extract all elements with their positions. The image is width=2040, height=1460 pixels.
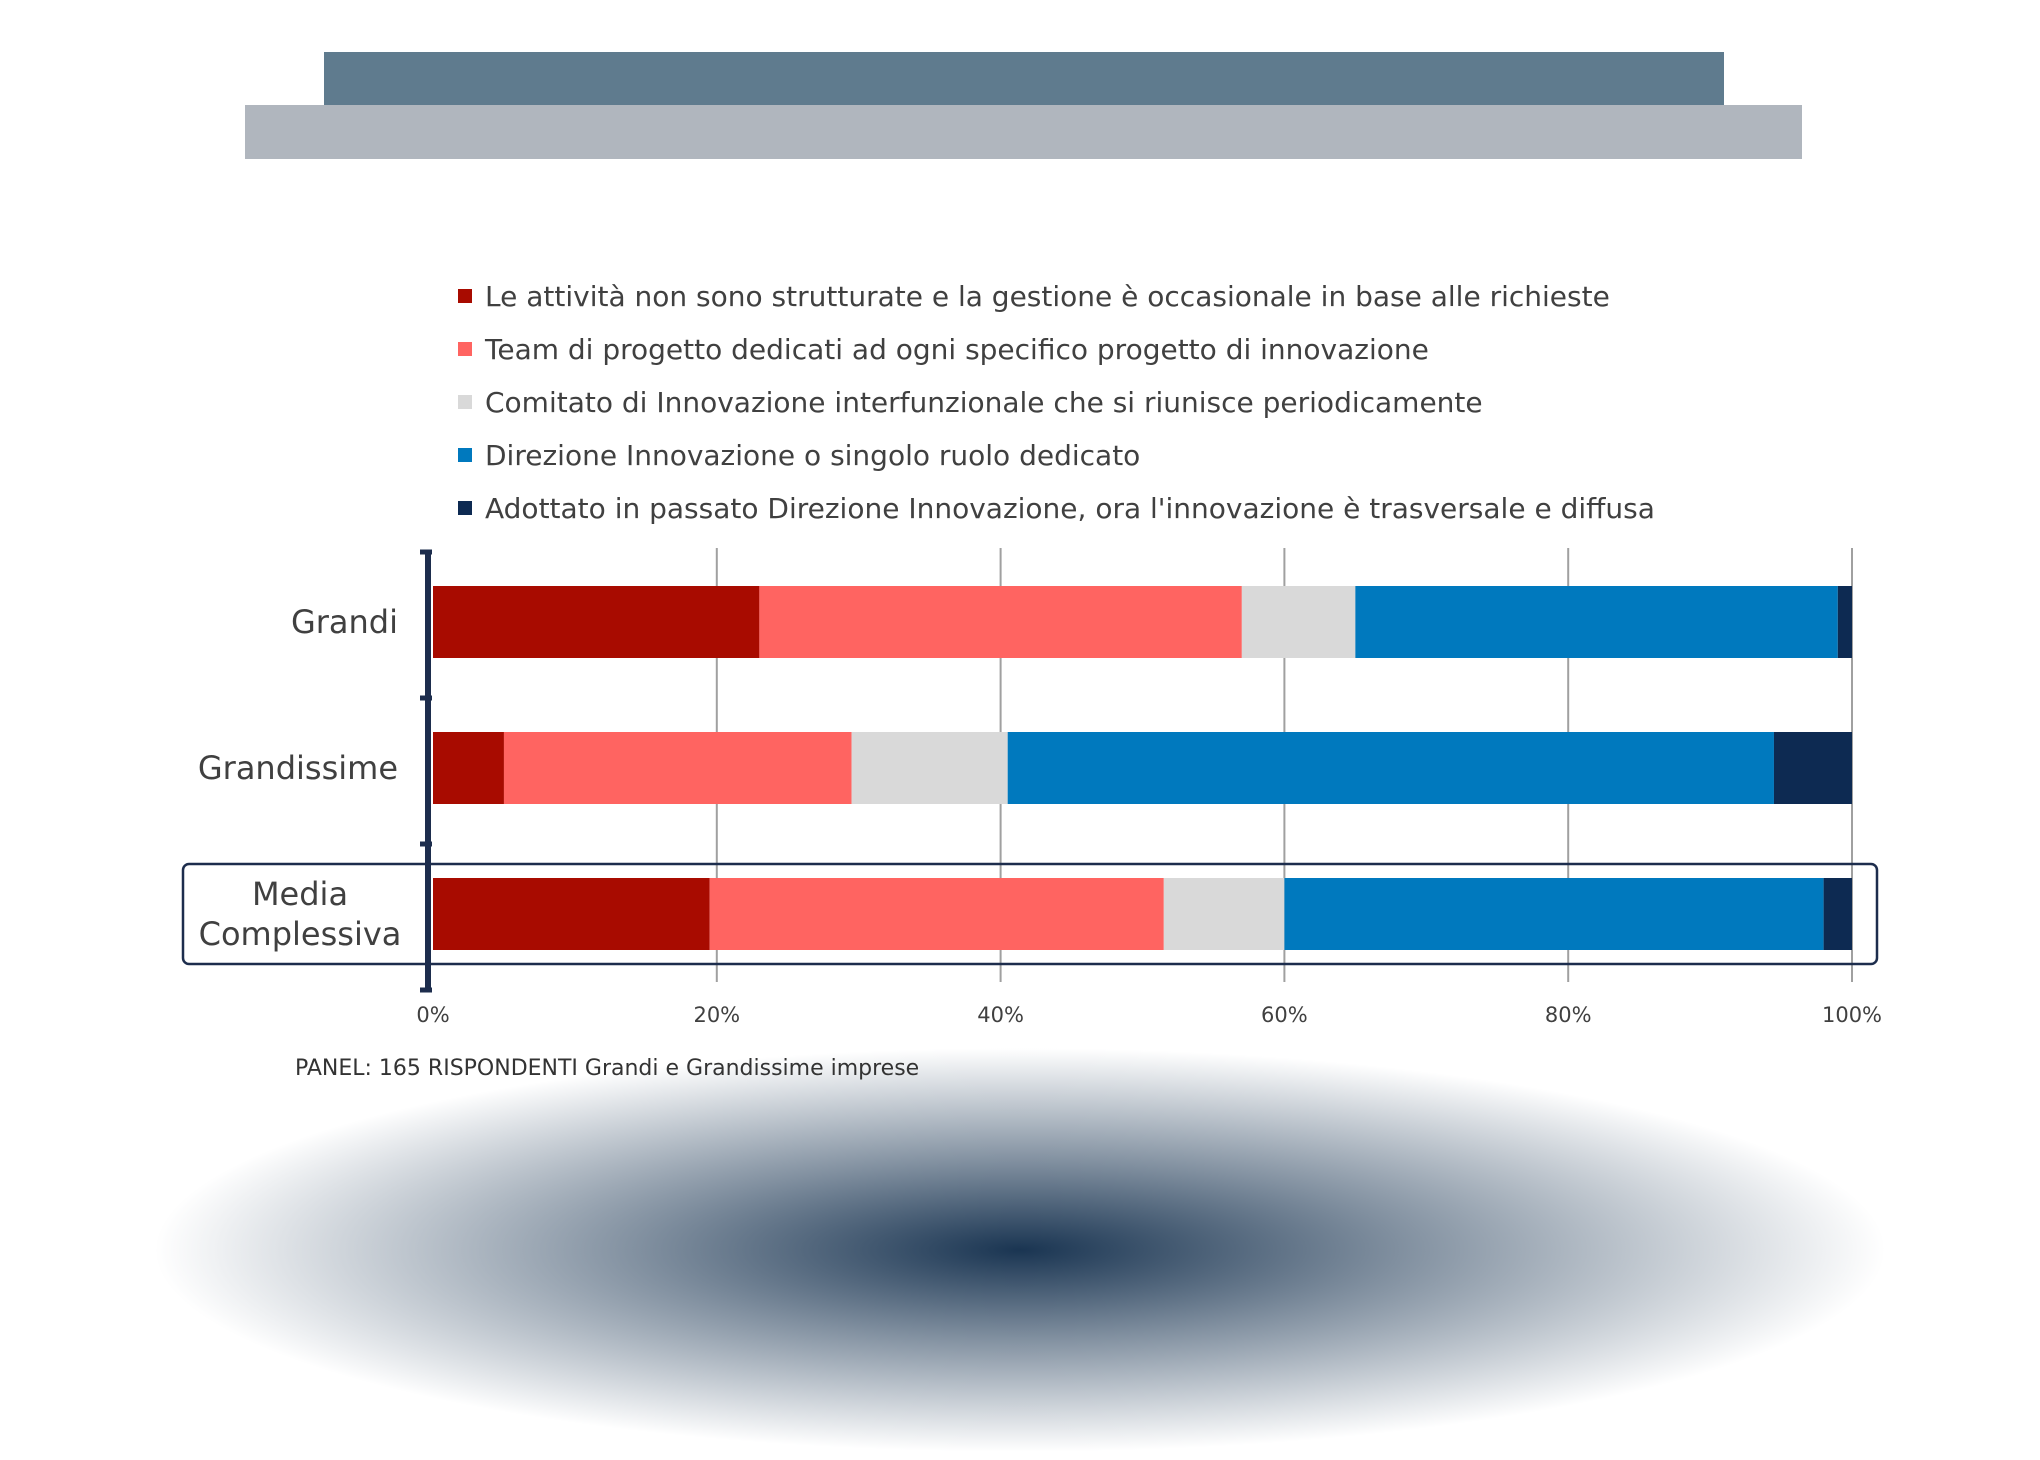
legend-label-2: Team di progetto dedicati ad ogni specif… — [484, 333, 1429, 366]
legend-label-5: Adottato in passato Direzione Innovazion… — [485, 492, 1655, 525]
x-tick-60pct: 60% — [1261, 1003, 1308, 1027]
bar-1-segment-2 — [759, 586, 1242, 658]
bar-3-segment-2 — [709, 878, 1164, 950]
x-tick-80pct: 80% — [1545, 1003, 1592, 1027]
bar-1-segment-5 — [1837, 586, 1852, 658]
legend-label-3: Comitato di Innovazione interfunzionale … — [485, 386, 1483, 419]
chart-legend: Le attività non sono strutturate e la ge… — [458, 280, 1655, 525]
header-band-bottom — [245, 105, 1802, 159]
category-label-2: Grandissime — [198, 749, 398, 787]
x-tick-40pct: 40% — [977, 1003, 1024, 1027]
chart-bars — [433, 586, 1852, 950]
bar-1-segment-3 — [1241, 586, 1356, 658]
header-band-top — [324, 52, 1724, 106]
category-label-3-line-1: Media — [252, 875, 348, 913]
highlight-box-frame — [181, 862, 1879, 966]
bar-3-segment-1 — [433, 878, 710, 950]
legend-swatch-3 — [458, 395, 472, 409]
category-label-3-line-2: Complessiva — [199, 915, 402, 953]
bar-3-segment-3 — [1163, 878, 1285, 950]
bar-1-segment-4 — [1355, 586, 1838, 658]
x-tick-20pct: 20% — [693, 1003, 740, 1027]
x-tick-0pct: 0% — [416, 1003, 449, 1027]
y-axis-bracket — [420, 549, 432, 993]
legend-swatch-2 — [458, 342, 472, 356]
legend-swatch-1 — [458, 289, 472, 303]
legend-label-1: Le attività non sono strutturate e la ge… — [485, 280, 1610, 313]
legend-label-4: Direzione Innovazione o singolo ruolo de… — [485, 439, 1140, 472]
category-label-1: Grandi — [291, 603, 398, 641]
bar-2-segment-3 — [851, 732, 1008, 804]
bar-1-segment-1 — [433, 586, 760, 658]
bar-2-segment-4 — [1007, 732, 1774, 804]
legend-swatch-4 — [458, 448, 472, 462]
bar-2-segment-5 — [1773, 732, 1852, 804]
bar-3-segment-5 — [1823, 878, 1852, 950]
panel-footnote: PANEL: 165 RISPONDENTI Grandi e Grandiss… — [295, 1056, 919, 1081]
highlight-box — [181, 862, 1879, 966]
legend-swatch-5 — [458, 501, 472, 515]
bar-2-segment-1 — [433, 732, 504, 804]
x-axis-ticks: 0% 20% 40% 60% 80% 100% — [416, 1003, 1882, 1027]
bar-2-segment-2 — [503, 732, 852, 804]
bar-3-segment-4 — [1284, 878, 1824, 950]
x-tick-100pct: 100% — [1822, 1003, 1882, 1027]
stacked-bar-chart: Le attività non sono strutturate e la ge… — [181, 280, 1882, 1081]
